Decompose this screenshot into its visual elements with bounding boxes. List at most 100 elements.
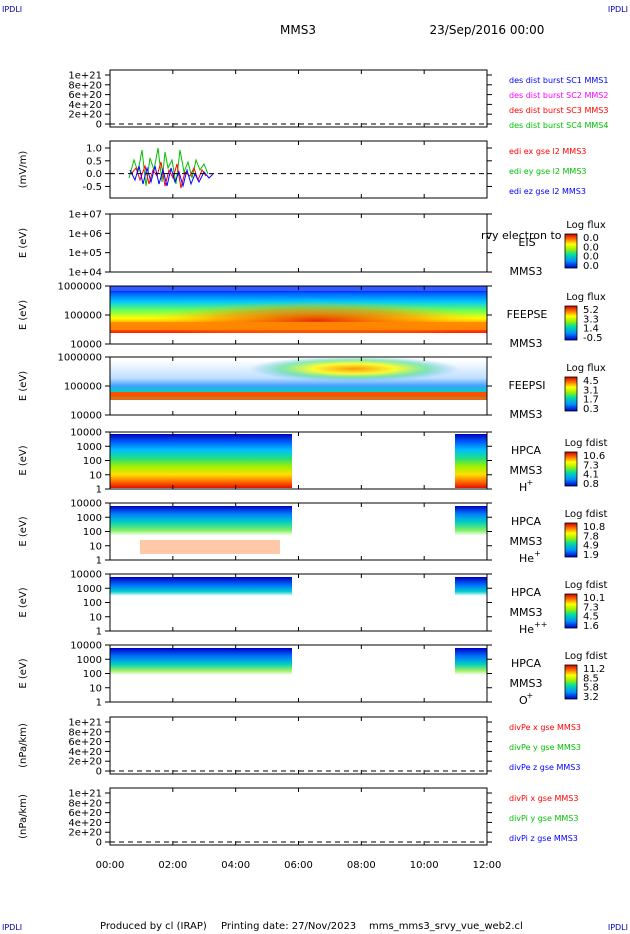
legend-entry: divPe x gse MMS3 [509,723,581,732]
colorbar-tick-label: 0.3 [583,404,599,415]
colorbar-tick-label: 10.1 [583,593,605,604]
corner-label-top-right: IPDLI [608,5,628,14]
y-axis-label: E (eV) [18,587,29,617]
y-tick-label: 2e+20 [68,110,102,121]
y-tick-label: 0 [96,767,102,778]
species-label: H [519,481,527,494]
y-tick-label: 1e+21 [68,789,102,800]
colorbar-tick-label: 4.1 [583,470,599,481]
hpca-he-spectrogram [110,506,487,560]
colorbar-tick-label: 3.3 [583,314,599,325]
y-tick-label: 10000 [70,340,102,351]
panel-frame [109,140,488,199]
species-charge: ++ [534,620,547,629]
colorbar-tick-label: 3.1 [583,385,599,396]
y-axis-label: E (eV) [18,658,29,688]
y-tick-label: 1000 [77,442,102,453]
panel-hpca_he2: 10000 1000 100 10 1 E (eV) HPCA MMS3 He ++ Log fdi… [18,570,607,638]
y-tick-label: 1 [96,556,102,567]
colorbar-tick-label: 10.6 [583,451,605,462]
y-tick-label: 10000 [70,570,102,581]
panel-hpca_o: 10000 1000 100 10 1 E (eV) HPCA MMS3 O+ Log fdist… [18,641,607,709]
colorbar [564,664,578,700]
mission-label: MMS3 [510,677,543,690]
edi-ey-trace [128,147,209,187]
panel-frame [109,69,488,128]
colorbar-tick-label: 5.2 [583,305,599,316]
y-tick-label: 6e+20 [68,90,102,101]
y-axis-label: (mV/m) [18,151,29,189]
y-tick-label: 10000 [70,428,102,439]
colorbar-tick-label: 7.8 [583,531,599,542]
y-tick-label: 10000 [70,499,102,510]
y-tick-label: 1 [96,485,102,496]
edi-ez-trace [129,165,214,188]
y-axis-label: (nPa/km) [18,794,29,839]
panel-frame [109,213,488,273]
edi-traces [128,147,214,189]
instrument-sublabel: rvy electron to [481,229,562,242]
y-tick-label: 6e+20 [68,808,102,819]
y-tick-label: 10 [89,470,102,481]
legend-entry: divPi z gse MMS3 [509,834,578,843]
legend-entry: divPi y gse MMS3 [509,814,578,823]
colorbar [564,451,578,487]
colorbar-title: Log fdist [565,651,608,662]
instrument-label: HPCA [511,586,542,599]
y-axis-label: E (eV) [18,371,29,401]
corner-label-bottom-right: IPDLI [608,923,628,932]
y-tick-label: 100000 [64,311,102,322]
y-tick-label: 8e+20 [68,727,102,738]
y-axis-label: E (eV) [18,445,29,475]
feepsi-spectrogram [110,358,487,400]
mission-label: MMS3 [510,535,543,548]
legend-entry: divPe z gse MMS3 [509,763,580,772]
species-charge: + [527,691,534,700]
colorbar-title: Log fdist [565,580,608,591]
colorbar-title: Log flux [566,220,606,231]
colorbar-tick-label: 10.8 [583,522,605,533]
instrument-label: EIS [518,236,535,249]
panel-feepse: 1000000 100000 10000 E (eV) FEEPSE MMS3 Log fl… [18,282,606,351]
colorbar-tick-label: 4.5 [583,612,599,623]
colorbar-tick-label: 0.0 [583,242,599,253]
y-tick-label: 6e+20 [68,737,102,748]
legend-entry: edi ez gse l2 MMS3 [509,187,586,196]
feepse-spectrogram [110,286,487,333]
y-tick-label: 1e+06 [68,229,102,240]
instrument-label: HPCA [511,515,542,528]
y-tick-label: 0 [96,120,102,131]
colorbar-tick-label: 0.0 [583,233,599,244]
heatmap-layer [110,286,487,702]
y-tick-label: 1e+04 [68,268,102,279]
panel-hpca_he: 10000 1000 100 10 1 E (eV) HPCA MMS3 He + Log fdis… [18,499,607,567]
instrument-label: HPCA [511,657,542,670]
colorbar [564,593,578,629]
colorbar-title: Log flux [566,363,606,374]
panel-frame [109,716,488,775]
y-tick-label: 10000 [70,641,102,652]
x-tick-label: 12:00 [473,860,502,871]
x-tick-label: 08:00 [347,860,376,871]
footer-printing-date: Printing date: 27/Nov/2023 [221,921,356,932]
colorbar-tick-label: 8.5 [583,673,599,684]
colorbar-tick-label: 7.3 [583,460,599,471]
y-tick-label: 8e+20 [68,80,102,91]
x-tick-label: 00:00 [96,860,125,871]
x-tick-label: 02:00 [158,860,187,871]
colorbar-tick-label: 4.9 [583,541,599,552]
colorbar-tick-label: 1.6 [583,621,599,632]
y-tick-label: 1 [96,698,102,709]
y-tick-label: 1e+21 [68,71,102,82]
y-axis-label: E (eV) [18,516,29,546]
y-tick-label: 1000 [77,584,102,595]
y-tick-label: 1e+05 [68,248,102,259]
colorbar-tick-label: 1.4 [583,324,599,335]
y-tick-label: 2e+20 [68,757,102,768]
legend-entry: edi ey gse l2 MMS3 [509,167,587,176]
instrument-label: HPCA [511,444,542,457]
y-tick-label: 1000 [77,655,102,666]
